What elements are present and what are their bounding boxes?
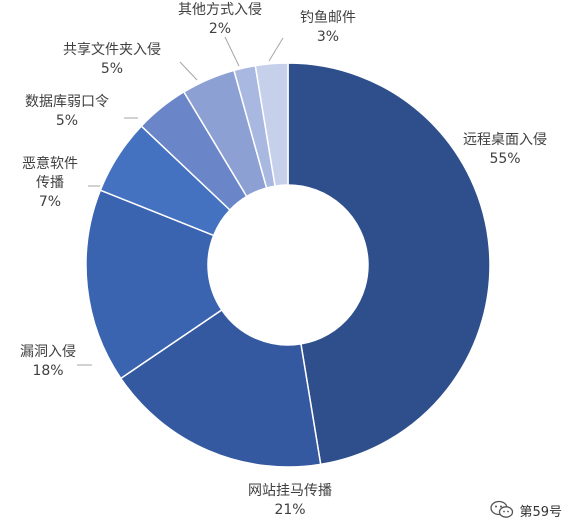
- slice-category-label: 数据库弱口令: [25, 94, 109, 110]
- slice-value-label: 21%: [274, 502, 305, 518]
- slices-group: [85, 62, 491, 468]
- slice-value-label: 5%: [56, 113, 78, 129]
- slice-value-label: 18%: [32, 363, 63, 379]
- slice-category-label: 恶意软件: [22, 155, 78, 172]
- slice-value-label: 3%: [317, 29, 339, 45]
- slice-label-6: 共享文件夹入侵 5%: [63, 41, 161, 77]
- leader-lines-group: [77, 36, 284, 366]
- slice-label-3: 漏洞入侵 18%: [20, 343, 76, 379]
- donut-slice-1: [287, 62, 491, 466]
- wechat-icon: [490, 500, 514, 518]
- leader-line-6: [179, 61, 198, 81]
- labels-group: 远程桌面入侵 55% 网站挂马传播 21% 漏洞入侵 18% 恶意软件传播 7% 数据库弱口令 5…: [20, 1, 547, 518]
- watermark: 第59号: [490, 500, 562, 520]
- slice-label-7: 其他方式入侵 2%: [178, 1, 262, 37]
- slice-label-5: 数据库弱口令 5%: [25, 94, 109, 129]
- slice-value-label: 55%: [489, 151, 520, 167]
- donut-slice-3: [85, 189, 223, 380]
- slice-category-label: 网站挂马传播: [248, 483, 332, 499]
- slice-label-4: 恶意软件传播 7%: [22, 155, 78, 210]
- slice-value-label: 5%: [101, 61, 123, 77]
- watermark-text: 第59号: [519, 504, 562, 520]
- donut-slice-8: [254, 62, 289, 187]
- slice-category-label: 其他方式入侵: [178, 1, 262, 18]
- slice-value-label: 2%: [209, 21, 231, 37]
- leader-line-7: [224, 36, 240, 67]
- slice-category-label: 钓鱼邮件: [300, 9, 356, 26]
- slice-value-label: 7%: [39, 194, 61, 210]
- donut-slice-2: [119, 308, 322, 468]
- leader-line-8: [268, 37, 284, 62]
- slice-category-label: 传播: [36, 175, 64, 191]
- slice-category-label: 远程桌面入侵: [463, 131, 547, 148]
- slice-category-label: 共享文件夹入侵: [63, 41, 161, 58]
- slice-category-label: 漏洞入侵: [20, 343, 76, 360]
- slice-label-2: 网站挂马传播 21%: [248, 483, 332, 518]
- slice-label-8: 钓鱼邮件 3%: [300, 9, 356, 45]
- slice-label-1: 远程桌面入侵 55%: [463, 131, 547, 167]
